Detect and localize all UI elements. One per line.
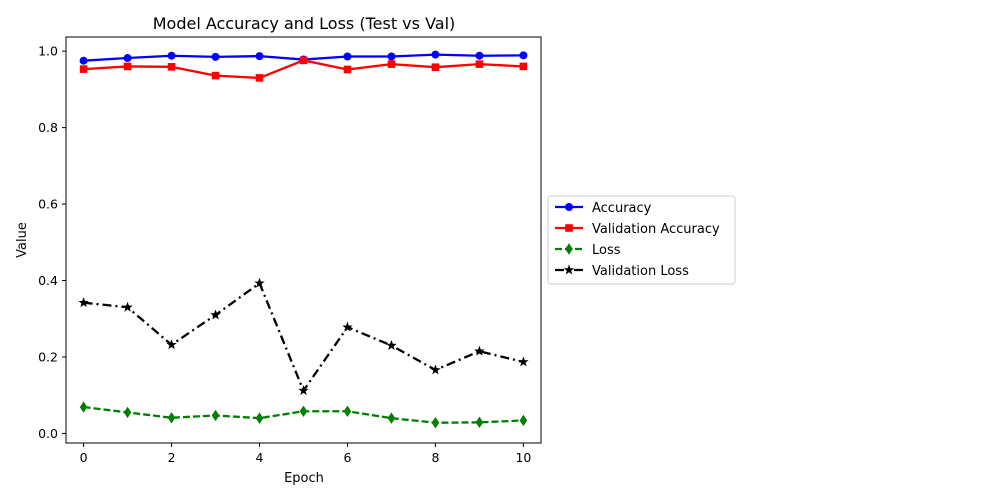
data-point xyxy=(122,301,133,312)
data-point xyxy=(518,356,529,367)
data-point xyxy=(431,417,440,429)
x-tick-label: 2 xyxy=(168,450,176,465)
data-point xyxy=(431,50,440,59)
data-point xyxy=(474,345,485,356)
data-point xyxy=(519,414,528,427)
legend-item: Loss xyxy=(555,243,621,258)
data-point xyxy=(431,63,440,72)
data-point xyxy=(254,277,265,288)
legend-box xyxy=(547,195,736,285)
data-point xyxy=(79,401,88,413)
data-point xyxy=(299,56,308,65)
legend-item: Validation Loss xyxy=(555,264,689,279)
data-point xyxy=(475,51,484,60)
series-validation-loss xyxy=(78,277,529,396)
data-point xyxy=(343,65,352,74)
x-tick-label: 8 xyxy=(431,450,439,465)
data-point xyxy=(387,52,396,61)
data-point xyxy=(299,405,308,417)
data-point xyxy=(123,406,132,419)
data-point xyxy=(298,385,309,396)
data-point xyxy=(342,321,353,332)
x-tick-label: 10 xyxy=(515,450,531,465)
legend-label: Loss xyxy=(592,243,621,258)
legend-item: Accuracy xyxy=(555,201,652,216)
data-point xyxy=(167,51,176,60)
chart-title: Model Accuracy and Loss (Test vs Val) xyxy=(153,14,456,33)
data-point xyxy=(475,416,484,429)
legend-item: Validation Accuracy xyxy=(555,222,720,237)
series-loss xyxy=(79,401,528,429)
data-point xyxy=(79,65,88,73)
x-tick-label: 4 xyxy=(256,450,264,465)
y-tick-label: 1.0 xyxy=(38,44,58,59)
data-point xyxy=(79,56,88,65)
series-line xyxy=(83,282,524,392)
y-tick-label: 0.8 xyxy=(38,120,58,135)
legend-label: Validation Accuracy xyxy=(592,222,720,237)
data-point xyxy=(78,297,89,308)
data-point xyxy=(211,409,220,422)
legend-marker xyxy=(565,224,573,232)
legend: Accuracy Validation Accuracy Loss Validatio… xyxy=(547,195,736,285)
legend-marker xyxy=(563,264,575,275)
data-point xyxy=(167,412,176,424)
data-point xyxy=(166,339,177,350)
legend-marker xyxy=(565,203,573,211)
legend-label: Accuracy xyxy=(592,201,652,216)
data-point xyxy=(519,62,528,71)
data-point xyxy=(475,60,484,68)
y-axis-label: Value xyxy=(15,222,30,258)
data-point xyxy=(386,340,397,350)
legend-label: Validation Loss xyxy=(592,264,689,279)
data-point xyxy=(210,309,221,320)
y-tick-label: 0.0 xyxy=(38,426,58,441)
data-point xyxy=(255,412,264,424)
plot-area-frame xyxy=(65,36,542,444)
series-layer xyxy=(78,50,529,429)
y-tick-label: 0.4 xyxy=(38,273,58,288)
data-point xyxy=(211,71,220,80)
data-point xyxy=(387,60,396,68)
y-tick-label: 0.2 xyxy=(38,349,58,364)
data-point xyxy=(343,52,352,61)
x-axis: 0 2 4 6 8 10 xyxy=(80,443,531,465)
y-axis: 0.0 0.2 0.4 0.6 0.8 1.0 xyxy=(38,44,66,441)
data-point xyxy=(255,52,264,61)
legend-marker xyxy=(565,243,573,255)
data-point xyxy=(387,412,396,424)
data-point xyxy=(211,52,220,61)
data-point xyxy=(343,405,352,417)
data-point xyxy=(255,74,264,82)
series-validation-accuracy xyxy=(79,56,528,82)
data-point xyxy=(167,63,176,71)
data-point xyxy=(519,51,528,60)
data-point xyxy=(430,364,441,375)
y-tick-label: 0.6 xyxy=(38,197,58,212)
data-point xyxy=(123,54,132,63)
x-axis-label: Epoch xyxy=(284,471,324,486)
x-tick-label: 0 xyxy=(80,450,88,465)
data-point xyxy=(123,62,132,71)
x-tick-label: 6 xyxy=(344,450,352,465)
